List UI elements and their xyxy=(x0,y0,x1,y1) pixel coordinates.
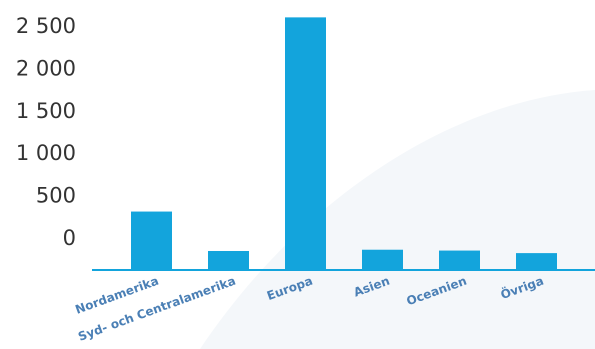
y-tick-label: 1 500 xyxy=(16,99,76,123)
background-swoosh xyxy=(200,90,595,349)
y-tick-label: 500 xyxy=(36,184,76,208)
y-axis-ticks: 2 500 2 000 1 500 1 000 500 0 xyxy=(16,14,76,250)
bar xyxy=(439,250,480,270)
bar xyxy=(362,249,403,270)
y-tick-label: 1 000 xyxy=(16,141,76,165)
y-tick-label: 2 000 xyxy=(16,56,76,80)
y-tick-label: 0 xyxy=(63,226,76,250)
bars xyxy=(131,17,557,271)
bar xyxy=(131,211,172,270)
y-tick-label: 2 500 xyxy=(16,14,76,38)
bar xyxy=(208,250,249,270)
bar xyxy=(285,17,326,271)
bar xyxy=(516,253,557,270)
